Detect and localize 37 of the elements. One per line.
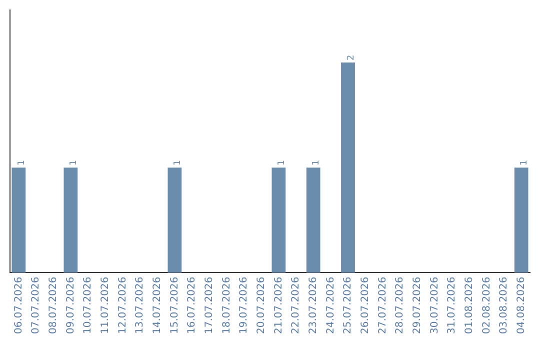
data-label: 1 (69, 160, 80, 166)
x-tick-label: 28.07.2026 (394, 276, 406, 334)
x-tick-label: 11.07.2026 (100, 276, 111, 334)
x-tick-label: 15.07.2026 (169, 276, 180, 334)
x-tick-label: 30.07.2026 (429, 276, 440, 334)
x-tick-label: 09.07.2026 (65, 276, 76, 334)
x-tick-label: 29.07.2026 (412, 276, 423, 334)
x-tick-label: 10.07.2026 (82, 276, 94, 334)
x-tick-label: 20.07.2026 (256, 276, 267, 334)
x-tick-label: 13.07.2026 (134, 276, 146, 334)
data-label: 1 (173, 160, 184, 166)
x-tick-label: 02.08.2026 (481, 276, 492, 334)
x-tick-label: 01.08.2026 (464, 276, 475, 334)
x-tick-label: 23.07.2026 (308, 276, 319, 334)
x-tick-label: 22.07.2026 (290, 276, 302, 334)
x-tick-label: 21.07.2026 (273, 276, 284, 334)
x-tick-label: 27.07.2026 (377, 276, 388, 334)
x-tick-label: 19.07.2026 (238, 276, 250, 334)
x-tick-label: 18.07.2026 (221, 276, 232, 334)
x-tick-label: 26.07.2026 (360, 276, 371, 334)
data-label: 2 (346, 54, 356, 61)
x-tick-label: 07.07.2026 (30, 276, 42, 334)
x-tick-label: 12.07.2026 (117, 276, 128, 334)
x-tick-label: 06.07.2026 (13, 276, 24, 334)
x-tick-label: 04.08.2026 (516, 276, 527, 334)
x-tick-label: 03.08.2026 (498, 276, 510, 334)
x-tick-label: 17.07.2026 (204, 276, 215, 334)
x-tick-label: 14.07.2026 (152, 276, 163, 334)
x-tick-label: 08.07.2026 (48, 276, 59, 334)
x-tick-label: 24.07.2026 (325, 276, 336, 334)
data-label: 1 (312, 160, 322, 166)
x-tick-label: 25.07.2026 (342, 276, 354, 334)
data-label: 1 (17, 160, 28, 166)
x-tick-label: 31.07.2026 (446, 276, 458, 334)
x-tick-label: 16.07.2026 (186, 276, 198, 334)
data-label: 1 (520, 160, 530, 166)
data-label: 1 (277, 160, 288, 166)
